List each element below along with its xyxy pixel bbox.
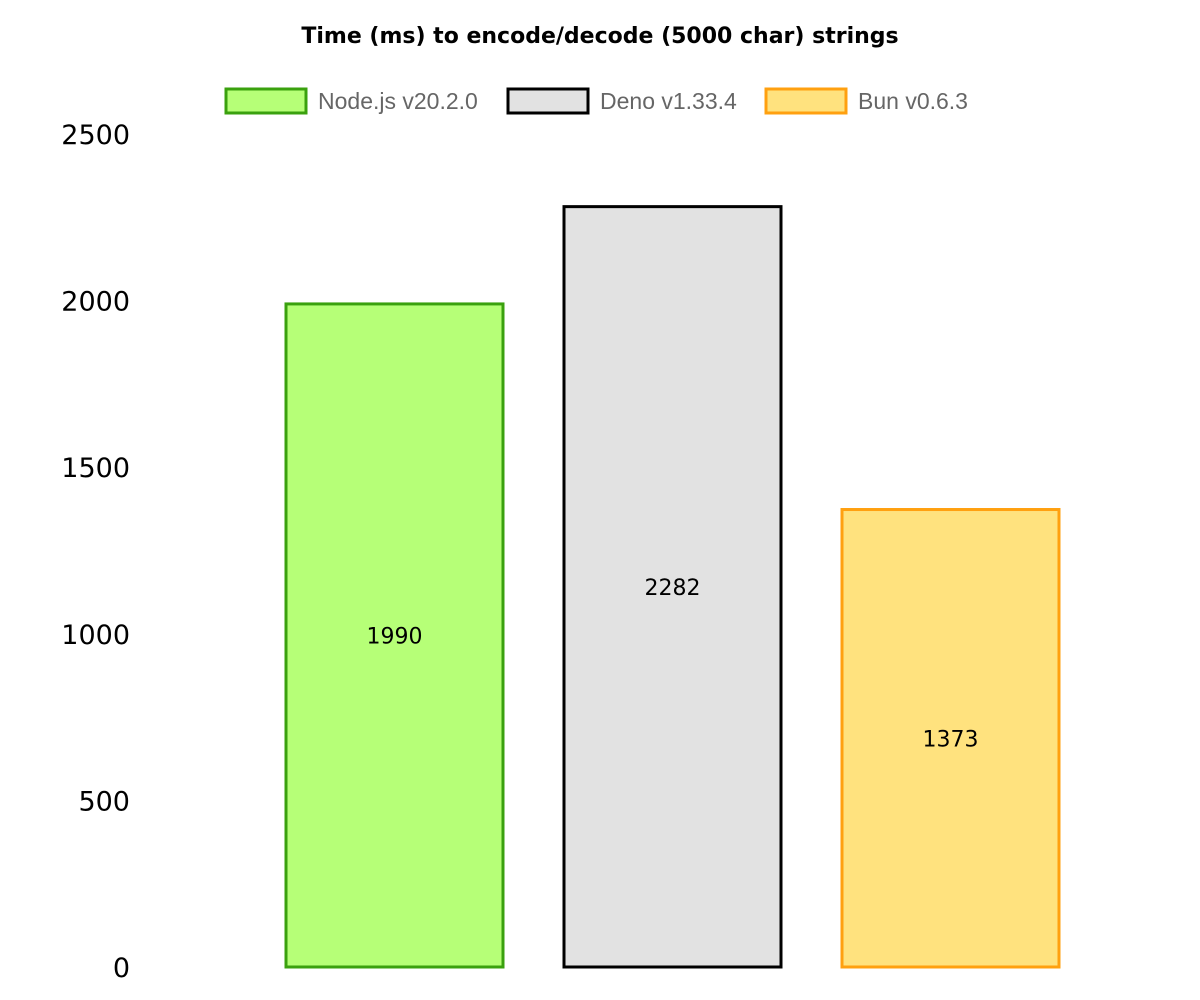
legend-swatch (506, 87, 590, 115)
y-tick-label: 1500 (61, 453, 130, 484)
y-tick-label: 2000 (61, 287, 130, 318)
bar-value-label: 1373 (923, 727, 979, 752)
chart-title: Time (ms) to encode/decode (5000 char) s… (301, 24, 898, 49)
bar-value-label: 2282 (645, 576, 701, 601)
bar-value-label: 1990 (367, 624, 423, 649)
legend-label: Deno v1.33.4 (600, 88, 737, 114)
legend-label: Node.js v20.2.0 (318, 88, 478, 114)
y-axis: 0 500 1000 1500 2000 2500 (61, 120, 130, 984)
y-tick-label: 0 (113, 953, 130, 984)
legend-swatch (224, 87, 308, 115)
bars (284, 205, 1061, 969)
y-tick-label: 500 (78, 786, 130, 817)
legend-label: Bun v0.6.3 (858, 88, 968, 114)
bar (840, 508, 1061, 969)
y-tick-label: 2500 (61, 120, 130, 151)
legend-swatch (764, 87, 848, 115)
legend: Node.js v20.2.0 Deno v1.33.4 Bun v0.6.3 (224, 87, 968, 115)
y-tick-label: 1000 (61, 620, 130, 651)
bar (562, 205, 783, 969)
bar-value-labels: 1990 2282 1373 (367, 576, 979, 752)
bar (284, 302, 505, 969)
